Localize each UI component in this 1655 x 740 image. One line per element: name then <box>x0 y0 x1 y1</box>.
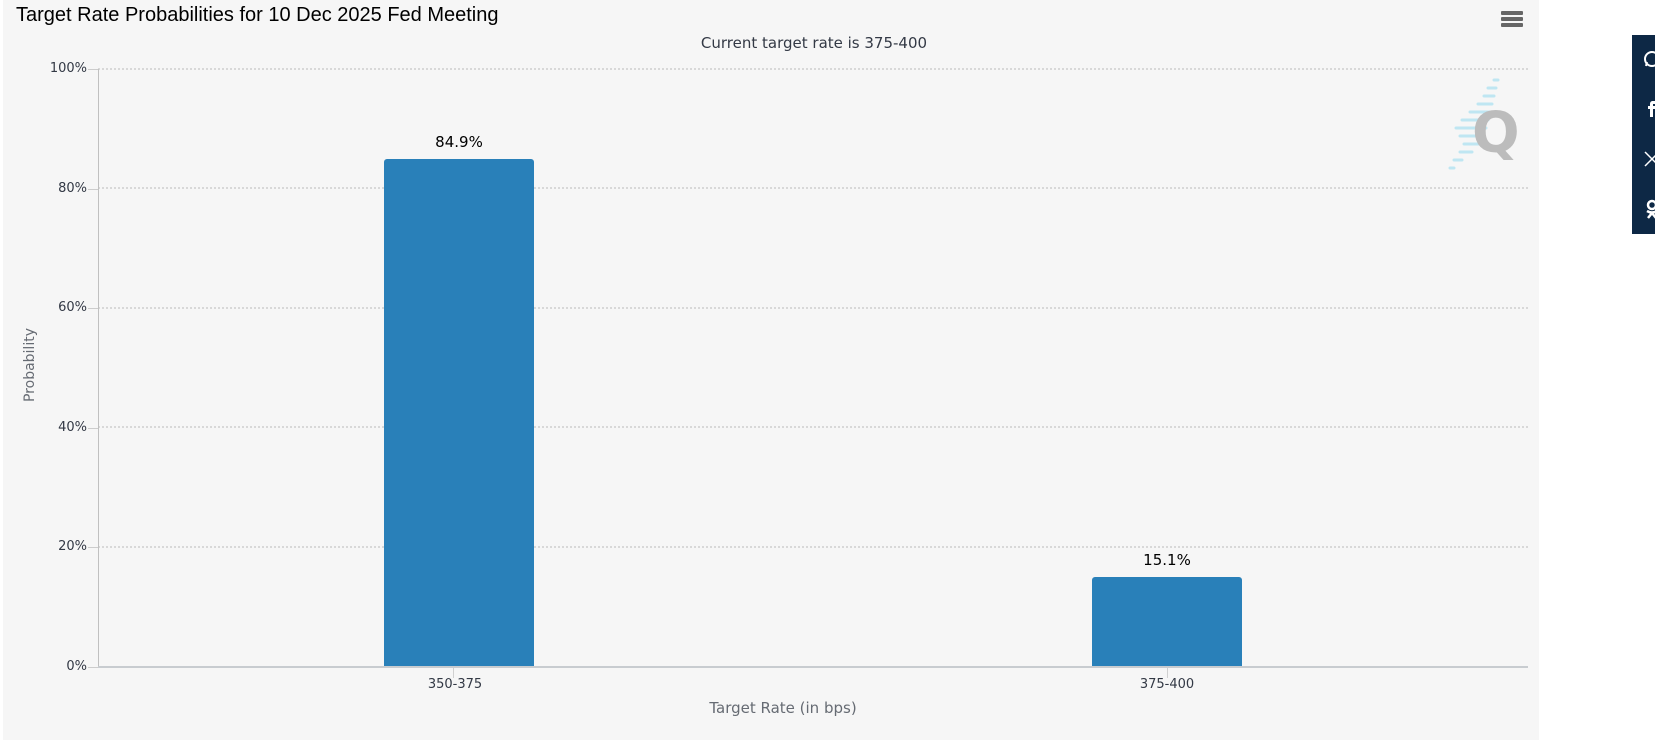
gridline-20 <box>98 546 1528 548</box>
bar-375-400[interactable] <box>1092 577 1242 667</box>
x-axis-title: Target Rate (in bps) <box>709 699 857 717</box>
gridline-40 <box>98 426 1528 428</box>
hamburger-menu-icon <box>1501 11 1523 15</box>
y-tick-label: 100% <box>49 61 87 76</box>
y-tick-label: 80% <box>58 181 87 196</box>
bar-data-label: 84.9% <box>435 133 483 151</box>
y-axis-line <box>98 69 99 667</box>
x-twitter-icon[interactable] <box>1642 149 1655 169</box>
y-tick-label: 40% <box>58 420 87 435</box>
y-tick-mark <box>88 667 98 668</box>
y-tick-label: 60% <box>58 300 87 315</box>
odnoklassniki-icon[interactable] <box>1642 199 1655 219</box>
x-tick-mark <box>1167 668 1168 678</box>
y-tick-mark <box>88 308 98 309</box>
y-tick-mark <box>88 428 98 429</box>
chart-subtitle: Current target rate is 375-400 <box>700 34 928 52</box>
y-axis-title: Probability <box>22 328 38 403</box>
y-tick-label: 0% <box>66 659 87 674</box>
y-tick-label: 20% <box>58 539 87 554</box>
svg-text:Q: Q <box>1472 101 1520 166</box>
facebook-icon[interactable] <box>1642 99 1655 119</box>
y-tick-mark <box>88 189 98 190</box>
gridline-60 <box>98 307 1528 309</box>
hamburger-menu-icon-bar <box>1501 17 1523 21</box>
whatsapp-icon[interactable] <box>1642 49 1655 69</box>
y-tick-mark <box>88 547 98 548</box>
gridline-80 <box>98 187 1528 189</box>
x-tick-label: 375-400 <box>1139 677 1195 692</box>
hamburger-menu-icon-bar <box>1501 23 1523 27</box>
bar-350-375[interactable] <box>384 159 534 667</box>
chart-title: Target Rate Probabilities for 10 Dec 202… <box>16 4 499 26</box>
quikstrike-logo-icon: Q <box>1446 76 1526 172</box>
bar-data-label: 15.1% <box>1143 551 1191 569</box>
chart-context-menu-button[interactable] <box>1497 6 1527 30</box>
chart-container <box>3 0 1539 740</box>
x-axis-line <box>98 666 1528 668</box>
gridline-100 <box>98 68 1528 70</box>
x-tick-label: 350-375 <box>427 677 483 692</box>
x-tick-mark <box>453 668 454 678</box>
plot-area <box>98 68 1528 667</box>
y-tick-mark <box>88 69 98 70</box>
social-share-bar <box>1632 35 1655 234</box>
